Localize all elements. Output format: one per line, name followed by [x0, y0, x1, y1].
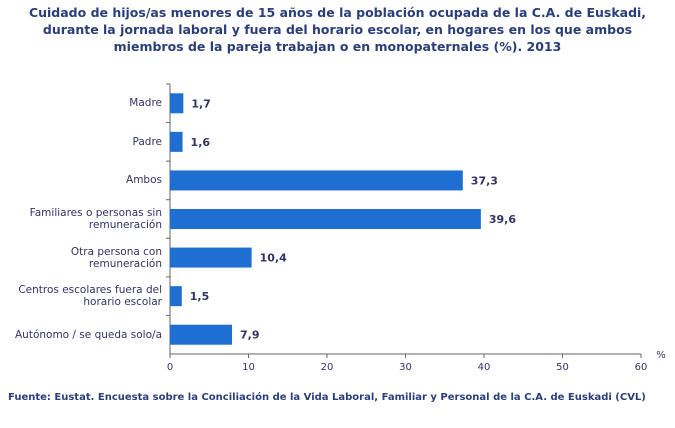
x-axis-label: % — [656, 350, 666, 361]
bar — [170, 324, 233, 345]
y-tick-label: Otra persona con remuneración — [70, 245, 162, 270]
bar — [170, 131, 183, 152]
value-label: 7,9 — [240, 329, 260, 342]
x-tick-label: 30 — [399, 362, 412, 373]
y-tick-label: Centros escolares fuera del horario esco… — [18, 284, 162, 309]
value-label: 1,6 — [191, 136, 211, 149]
x-tick-label: 50 — [556, 362, 569, 373]
chart-title: Cuidado de hijos/as menores de 15 años d… — [28, 5, 647, 54]
value-label: 10,4 — [260, 252, 287, 265]
x-tick-label: 0 — [167, 362, 173, 373]
value-label: 1,5 — [190, 290, 210, 303]
y-tick-label: Madre — [129, 97, 162, 110]
x-tick-label: 10 — [242, 362, 255, 373]
x-tick-label: 20 — [321, 362, 334, 373]
y-tick-label: Autónomo / se queda solo/a — [14, 328, 162, 341]
value-label: 39,6 — [489, 213, 516, 226]
value-label: 37,3 — [471, 174, 498, 187]
bar — [170, 247, 252, 268]
bar — [170, 170, 463, 191]
value-label: 1,7 — [191, 97, 211, 110]
x-tick-label: 60 — [635, 362, 648, 373]
bar — [170, 209, 481, 229]
y-tick-label: Padre — [132, 135, 162, 148]
x-tick-label: 40 — [478, 362, 491, 373]
bar — [170, 286, 182, 307]
bar — [170, 93, 184, 114]
source-note: Fuente: Eustat. Encuesta sobre la Concil… — [8, 392, 646, 403]
y-tick-label: Ambos — [126, 174, 162, 187]
y-tick-label: Familiares o personas sin remuneración — [29, 207, 162, 231]
